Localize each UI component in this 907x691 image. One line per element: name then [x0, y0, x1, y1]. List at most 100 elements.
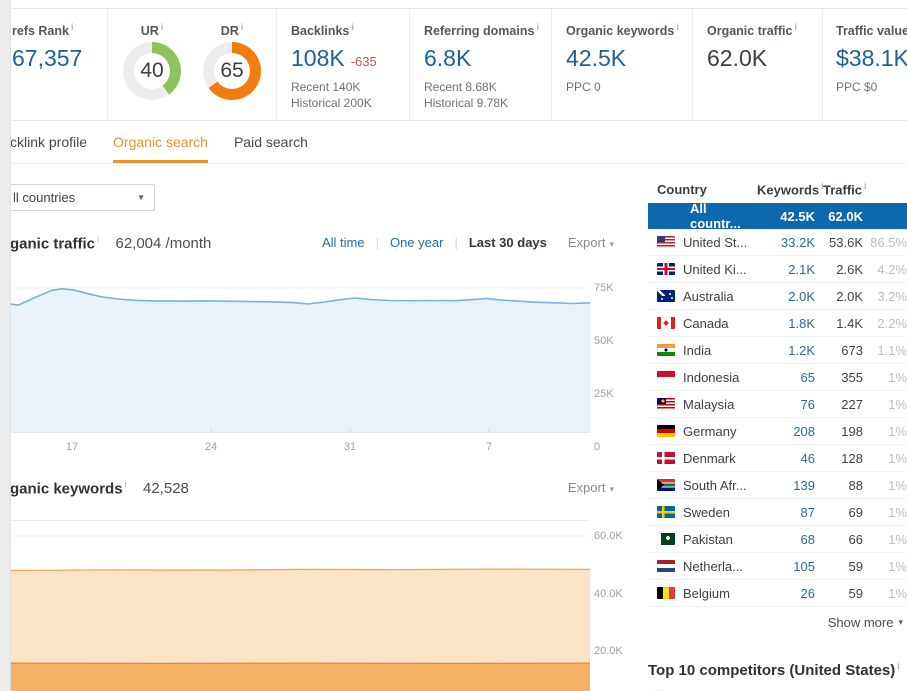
country-traffic-share: 1%	[888, 504, 907, 520]
section-title: ganic traffic	[10, 235, 96, 253]
export-button[interactable]: Export ▾	[567, 235, 614, 250]
x-axis-label: 17	[65, 441, 79, 453]
country-keywords-link[interactable]: 68	[800, 531, 815, 547]
dr-value: 65	[220, 59, 244, 83]
country-traffic: 128	[841, 450, 863, 466]
export-button[interactable]: Export ▾	[567, 480, 614, 495]
info-icon[interactable]: i	[351, 22, 354, 32]
country-keywords-link[interactable]: 105	[793, 558, 815, 574]
flag-us-icon	[657, 236, 675, 248]
country-row[interactable]: Belgium 26 59 1%	[648, 580, 907, 607]
metric-sub: Recent 140K Historical 200K	[291, 80, 372, 111]
info-icon[interactable]: i	[70, 22, 74, 32]
flag-gb-icon	[657, 263, 675, 275]
info-icon[interactable]: i	[97, 234, 100, 244]
country-keywords-link[interactable]: 65	[800, 369, 815, 385]
info-icon[interactable]: i	[794, 22, 797, 32]
info-icon[interactable]: i	[864, 180, 867, 191]
country-row[interactable]: Canada 1.8K 1.4K 2.2%	[648, 310, 907, 337]
country-traffic: 53.6K	[829, 234, 863, 250]
country-keywords-link[interactable]: 33.2K	[781, 234, 815, 250]
info-icon[interactable]: i	[240, 22, 244, 32]
country-name: United St...	[683, 234, 748, 250]
metric-label: UR i	[140, 22, 164, 39]
metric-sub: PPC $0	[836, 80, 878, 95]
traffic-area-chart[interactable]	[10, 270, 590, 433]
country-row[interactable]: United Ki... 2.1K 2.6K 4.2%	[648, 256, 907, 283]
range-last-30-days[interactable]: Last 30 days	[468, 235, 547, 250]
country-row[interactable]: Malaysia 76 227 1%	[648, 391, 907, 418]
range-one-year[interactable]: One year	[389, 235, 444, 250]
country-row[interactable]: India 1.2K 673 1.1%	[648, 337, 907, 364]
metric-traffic-value: Traffic valuei $38.1K PPC $0	[823, 9, 907, 120]
info-icon[interactable]: i	[676, 22, 679, 32]
show-more-button[interactable]: Show more ▾	[827, 614, 903, 630]
metric-value[interactable]: 67,357	[12, 45, 83, 72]
country-traffic: 198	[841, 423, 863, 439]
country-keywords-link[interactable]: 1.2K	[788, 342, 815, 358]
country-traffic-share: 4.2%	[877, 261, 907, 277]
country-traffic-share: 86.5%	[870, 234, 907, 250]
country-traffic-share: 1%	[888, 531, 907, 547]
metric-sub: Recent 8.68K Historical 9.78K	[424, 80, 509, 111]
info-icon[interactable]: i	[124, 479, 127, 489]
country-row[interactable]: Australia 2.0K 2.0K 3.2%	[648, 283, 907, 310]
flag-dk-icon	[657, 452, 675, 464]
country-keywords-link[interactable]: 2.0K	[788, 288, 815, 304]
metric-value[interactable]: 42.5K	[566, 45, 627, 72]
country-traffic: 59	[848, 558, 863, 574]
country-row[interactable]: Indonesia 65 355 1%	[648, 364, 907, 391]
flag-za-icon	[657, 479, 675, 491]
y-axis-label: 40.0K	[594, 587, 623, 600]
metric-value[interactable]: $38.1K	[836, 45, 907, 72]
country-row[interactable]: Netherla... 105 59 1%	[648, 553, 907, 580]
country-traffic-share: 1%	[888, 477, 907, 493]
metric-label: refs Rank i	[12, 22, 74, 39]
info-icon[interactable]: i	[536, 22, 539, 32]
country-traffic: 69	[848, 504, 863, 520]
country-rows: United St... 33.2K 53.6K 86.5% United Ki... 2…	[648, 229, 907, 607]
country-row[interactable]: Sweden 87 69 1%	[648, 499, 907, 526]
country-keywords-link[interactable]: 46	[800, 450, 815, 466]
country-traffic-share: 1%	[888, 369, 907, 385]
country-traffic: 59	[848, 585, 863, 601]
info-icon[interactable]: i	[160, 22, 164, 32]
country-keywords-link[interactable]: 2.1K	[788, 261, 815, 277]
keywords-stacked-area-chart[interactable]	[10, 520, 590, 691]
country-keywords-link[interactable]: 139	[793, 477, 815, 493]
metric-value[interactable]: 108K -635	[291, 45, 377, 72]
tab-paid-search[interactable]: Paid search	[233, 133, 308, 150]
ur-ring-chart: 40	[123, 42, 181, 101]
country-row[interactable]: United St... 33.2K 53.6K 86.5%	[648, 229, 907, 256]
country-keywords-link[interactable]: 26	[800, 585, 815, 601]
country-traffic-share: 1%	[888, 396, 907, 412]
caret-down-icon: ▾	[609, 484, 614, 494]
range-all-time[interactable]: All time	[321, 235, 365, 250]
country-keywords-link[interactable]: 1.8K	[788, 315, 815, 331]
country-filter-select[interactable]: ll countries ▼	[0, 184, 155, 211]
country-traffic: 673	[841, 342, 863, 358]
backlinks-delta: -635	[350, 54, 377, 70]
info-icon[interactable]: i	[897, 661, 900, 671]
country-keywords-link[interactable]: 87	[800, 504, 815, 520]
info-icon[interactable]: i	[821, 180, 824, 191]
country-row[interactable]: Germany 208 198 1%	[648, 418, 907, 445]
country-keywords-link[interactable]: 76	[800, 396, 815, 412]
metric-sub: PPC 0	[566, 80, 601, 95]
metric-value[interactable]: 6.8K	[424, 45, 472, 72]
country-row[interactable]: South Afr... 139 88 1%	[648, 472, 907, 499]
flag-my-icon	[657, 398, 675, 410]
x-axis-label: 7	[485, 441, 493, 453]
country-name: South Afr...	[683, 477, 747, 493]
metric-backlinks: Backlinks i 108K -635 Recent 140K Historica…	[277, 9, 410, 120]
flag-in-icon	[657, 344, 675, 356]
metric-value: 62.0K	[707, 45, 768, 72]
country-keywords-link[interactable]: 208	[793, 423, 815, 439]
tab-backlink-profile[interactable]: cklink profile	[10, 133, 88, 150]
country-row-all-countries-selected[interactable]: All countr... 42.5K 62.0K	[648, 201, 907, 231]
dr-ring-chart: 65	[203, 42, 261, 101]
country-row[interactable]: Denmark 46 128 1%	[648, 445, 907, 472]
country-row[interactable]: Pakistan 68 66 1%	[648, 526, 907, 553]
tab-organic-search[interactable]: Organic search	[113, 121, 208, 163]
